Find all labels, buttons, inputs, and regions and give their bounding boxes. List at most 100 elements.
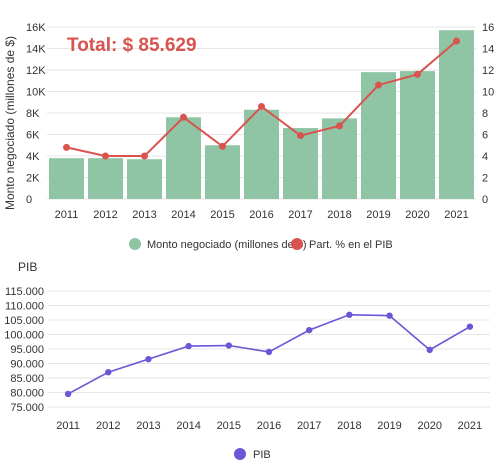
x-tick-label: 2021 — [444, 209, 468, 221]
y-tick-label: 105.000 — [4, 315, 44, 327]
pib-point — [225, 342, 233, 349]
y-tick-label-right: 12 — [482, 65, 494, 77]
bar — [49, 158, 84, 199]
y-tick-label-right: 0 — [482, 194, 488, 206]
x-tick-label: 2016 — [257, 420, 281, 432]
x-tick-label: 2020 — [417, 420, 441, 432]
bottom-chart-title: PIB — [18, 260, 37, 274]
x-tick-label: 2019 — [377, 420, 401, 432]
legend-marker-pib — [234, 448, 246, 460]
y-tick-label-left: 6K — [26, 130, 40, 142]
y-tick-label: 100.000 — [4, 330, 44, 342]
y-tick-label-right: 14 — [482, 44, 494, 56]
y-tick-label-left: 4K — [26, 151, 40, 163]
top-chart-y-axis-title: Monto negociado (millones de $) — [3, 36, 17, 210]
bottom-chart-grid — [48, 290, 490, 408]
x-tick-label: 2011 — [55, 209, 79, 221]
pct-point — [219, 142, 226, 150]
x-tick-label: 2018 — [327, 209, 351, 221]
pct-point — [414, 70, 421, 78]
y-tick-label: 80.000 — [10, 388, 44, 400]
bottom-chart-x-axis: 2011 2012 2013 2014 2015 2016 2017 2018 2019 2020… — [56, 420, 482, 432]
x-tick-label: 2014 — [176, 420, 200, 432]
bar — [205, 145, 240, 199]
pib-point — [265, 348, 273, 356]
top-chart: 0 2K 4K 6K 8K 10K 12K 14K 16K 0 2 4 6 8 10 12 14 16 2011… — [3, 22, 494, 251]
y-tick-label-right: 8 — [482, 108, 488, 120]
x-tick-label: 2017 — [288, 209, 312, 221]
bar — [400, 71, 435, 199]
pct-point — [141, 152, 148, 160]
y-tick-label: 115.000 — [5, 286, 44, 298]
top-chart-right-axis: 0 2 4 6 8 10 12 14 16 — [482, 22, 494, 206]
y-tick-label-right: 6 — [482, 130, 488, 142]
y-tick-label-left: 0 — [26, 194, 32, 206]
x-tick-label: 2018 — [337, 420, 361, 432]
y-tick-label-left: 16K — [26, 22, 46, 34]
pib-point — [105, 369, 112, 376]
bar — [361, 72, 396, 199]
pct-point — [336, 122, 343, 130]
legend-marker-pct — [291, 238, 303, 250]
pib-point — [185, 342, 192, 350]
legend-label-pct: Part. % en el PIB — [309, 239, 393, 251]
x-tick-label: 2015 — [210, 209, 234, 221]
pct-point — [102, 152, 109, 160]
x-tick-label: 2015 — [217, 420, 241, 432]
bar — [244, 109, 279, 199]
pib-point — [386, 312, 393, 319]
y-tick-label: 90.000 — [10, 359, 44, 371]
bar — [439, 30, 474, 199]
x-tick-label: 2012 — [96, 420, 120, 432]
y-tick-label: 75.000 — [10, 402, 44, 414]
y-tick-label: 85.000 — [10, 373, 44, 385]
x-tick-label: 2021 — [458, 420, 482, 432]
y-tick-label-right: 4 — [482, 151, 488, 163]
x-tick-label: 2013 — [136, 420, 160, 432]
bottom-chart-legend: PIB — [234, 448, 271, 461]
pct-point — [180, 113, 187, 121]
legend-marker-monto — [129, 238, 141, 250]
x-tick-label: 2013 — [132, 209, 156, 221]
y-tick-label: 95.000 — [10, 344, 44, 356]
pib-point — [64, 390, 72, 398]
x-tick-label: 2012 — [93, 209, 117, 221]
legend-label-pib: PIB — [253, 449, 271, 461]
top-chart-legend: Monto negociado (millones de $) Part. % … — [129, 238, 393, 251]
pib-point — [426, 346, 433, 354]
top-chart-pct-line — [63, 37, 460, 160]
top-chart-left-axis: 0 2K 4K 6K 8K 10K 12K 14K 16K — [26, 22, 46, 206]
x-tick-label: 2020 — [405, 209, 429, 221]
y-tick-label-right: 10 — [482, 87, 494, 99]
y-tick-label-left: 8K — [26, 108, 40, 120]
pib-point — [305, 326, 313, 334]
top-chart-bars — [49, 30, 474, 199]
y-tick-label-left: 10K — [26, 87, 46, 99]
bottom-chart: PIB 75.000 80.000 85.000 90.000 95.000 100.00… — [4, 260, 490, 461]
top-chart-x-axis: 2011 2012 2013 2014 2015 2016 2017 2018 2019 2020… — [55, 209, 469, 221]
pct-point — [258, 103, 265, 111]
pct-point — [375, 81, 382, 89]
pct-point — [297, 132, 304, 140]
x-tick-label: 2014 — [171, 209, 195, 221]
y-tick-label-right: 2 — [482, 173, 488, 185]
y-tick-label-left: 12K — [26, 65, 46, 77]
pct-point — [63, 143, 70, 151]
total-annotation: Total: $ 85.629 — [67, 35, 197, 56]
bar — [166, 117, 201, 199]
bar — [322, 118, 357, 199]
y-tick-label-left: 14K — [26, 44, 46, 56]
y-tick-label-left: 2K — [26, 173, 40, 185]
y-tick-label-right: 16 — [482, 22, 494, 34]
bar — [127, 159, 162, 199]
x-tick-label: 2011 — [56, 420, 80, 432]
pib-point — [145, 355, 152, 363]
y-tick-label: 110.000 — [5, 301, 44, 313]
bottom-chart-pib-line — [64, 311, 474, 398]
bar — [88, 158, 123, 199]
pib-point — [466, 323, 474, 330]
pib-point — [346, 311, 353, 318]
bottom-chart-y-axis: 75.000 80.000 85.000 90.000 95.000 100.000 105… — [4, 286, 44, 414]
x-tick-label: 2019 — [366, 209, 390, 221]
